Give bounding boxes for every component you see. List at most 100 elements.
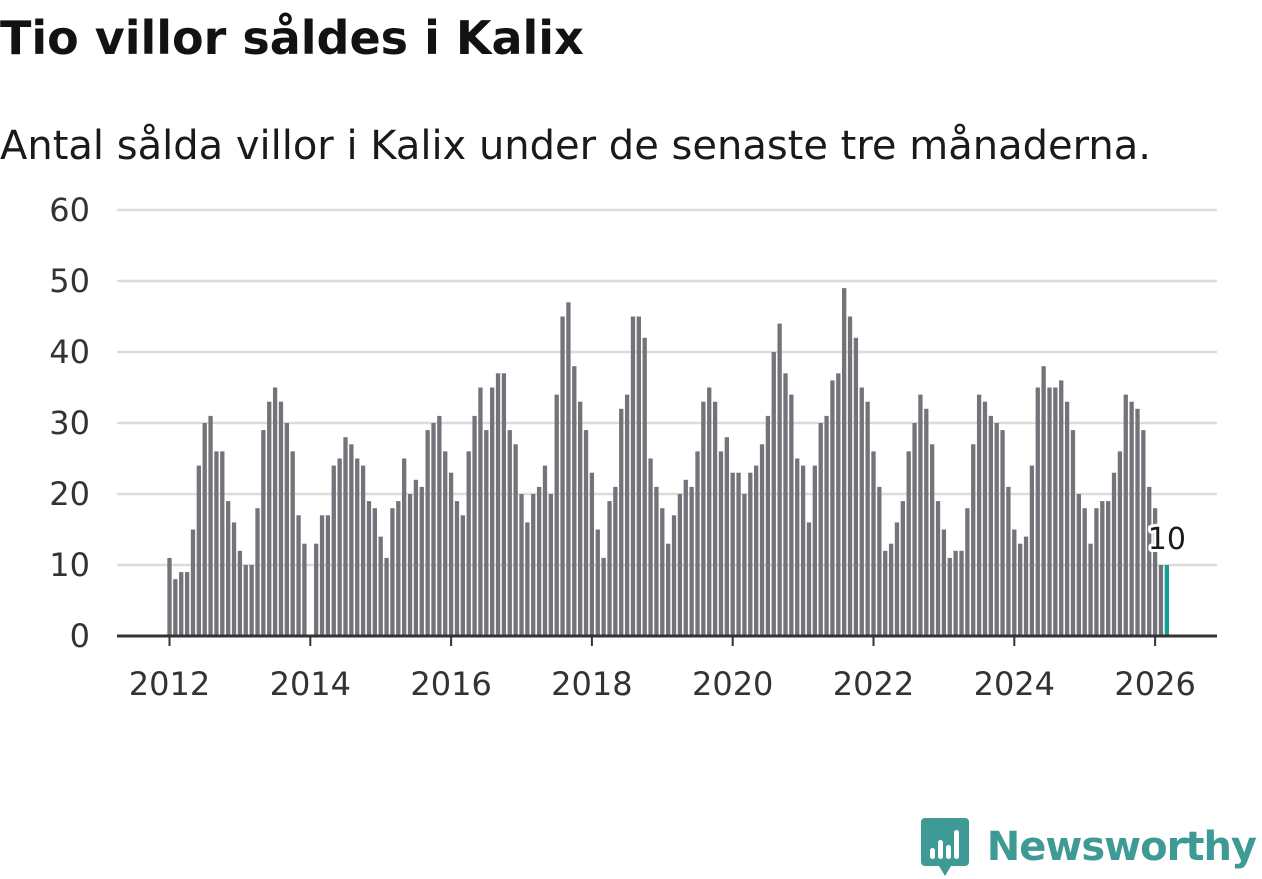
bar <box>554 394 559 636</box>
bar <box>859 387 864 636</box>
bar <box>184 572 190 636</box>
bar <box>214 451 219 636</box>
y-tick-label: 0 <box>70 617 90 655</box>
x-tick-label: 2026 <box>1114 665 1195 703</box>
data-labels: 10 <box>1145 519 1189 560</box>
bar <box>466 451 471 636</box>
bar <box>1094 508 1099 636</box>
bar <box>460 515 465 636</box>
bar <box>883 550 888 636</box>
bar <box>167 557 172 636</box>
bar <box>759 444 765 636</box>
bar <box>384 557 389 636</box>
bar <box>871 451 876 636</box>
bar <box>1117 451 1123 636</box>
bar <box>595 529 600 636</box>
bar <box>525 522 530 636</box>
bar <box>531 494 536 636</box>
bar <box>243 565 248 636</box>
bar <box>202 423 207 636</box>
bar <box>865 401 870 636</box>
bar <box>378 536 383 636</box>
bar <box>1029 465 1035 636</box>
bar <box>1053 387 1058 636</box>
x-tick-label: 2012 <box>129 665 210 703</box>
bar <box>900 501 905 636</box>
bar <box>1147 486 1152 636</box>
bar <box>226 501 231 636</box>
bar <box>413 479 419 636</box>
bar <box>1135 408 1140 636</box>
bar <box>1035 387 1040 636</box>
bar <box>754 465 759 636</box>
bar <box>777 323 782 636</box>
bar-chart: 0 10 20 30 40 50 60 2012 2014 2016 2018 2020 2022 202… <box>49 191 1217 703</box>
bar <box>736 472 741 636</box>
bar <box>1064 401 1070 636</box>
chart-subtitle: Antal sålda villor i Kalix under de sena… <box>0 123 1151 169</box>
bar <box>748 472 753 636</box>
bar <box>1018 543 1023 636</box>
bar <box>888 543 894 636</box>
bar <box>396 501 401 636</box>
bar <box>742 494 747 636</box>
bar <box>231 522 237 636</box>
bar <box>349 444 354 636</box>
bar <box>1123 394 1128 636</box>
bar <box>666 543 671 636</box>
bar <box>613 486 618 636</box>
bar <box>325 515 331 636</box>
bar <box>783 373 788 636</box>
bar <box>971 444 976 636</box>
bar <box>589 472 595 636</box>
bar <box>296 515 301 636</box>
bar <box>519 494 524 636</box>
bar <box>718 451 724 636</box>
brand-name: Newsworthy <box>986 824 1257 870</box>
bar <box>1088 543 1093 636</box>
bar <box>478 387 483 636</box>
x-tick-label: 2024 <box>974 665 1055 703</box>
chart-title: Tio villor såldes i Kalix <box>0 11 584 65</box>
bar <box>800 465 806 636</box>
bar <box>941 529 947 636</box>
bar <box>343 437 348 636</box>
bars <box>167 288 1169 636</box>
bar <box>965 508 970 636</box>
bar <box>894 522 900 636</box>
bar <box>877 486 882 636</box>
x-tick-label: 2020 <box>692 665 773 703</box>
y-tick-label: 60 <box>49 191 90 229</box>
bar <box>190 529 196 636</box>
bar <box>179 572 184 636</box>
bar <box>918 394 923 636</box>
bar-highlight <box>1164 565 1169 636</box>
bar <box>1141 430 1146 636</box>
bar <box>1158 565 1164 636</box>
bar <box>818 423 823 636</box>
bar <box>1106 501 1111 636</box>
bar <box>454 501 460 636</box>
bar <box>689 486 694 636</box>
bar <box>707 387 712 636</box>
bar <box>1059 380 1064 636</box>
bar <box>1111 472 1117 636</box>
bar <box>249 565 254 636</box>
bar <box>947 557 952 636</box>
bar <box>407 494 413 636</box>
bar <box>959 550 964 636</box>
bar <box>1100 501 1105 636</box>
bar <box>677 494 683 636</box>
bar <box>360 465 366 636</box>
x-tick-label: 2016 <box>410 665 491 703</box>
bar <box>847 316 853 636</box>
bar <box>314 543 319 636</box>
y-tick-label: 40 <box>49 333 90 371</box>
bar <box>261 430 266 636</box>
bar <box>173 579 178 636</box>
bar <box>671 515 677 636</box>
newsworthy-logo-icon <box>920 818 969 876</box>
bar <box>1152 508 1158 636</box>
bar <box>513 444 518 636</box>
bar <box>935 501 941 636</box>
